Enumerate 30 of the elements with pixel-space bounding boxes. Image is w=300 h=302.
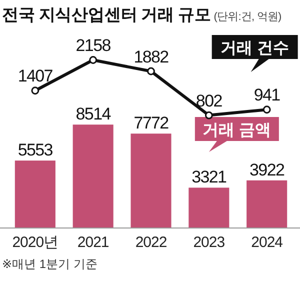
- x-tick-label: 2023: [193, 234, 225, 251]
- bar: [188, 188, 230, 228]
- text: 거래 건수: [220, 40, 290, 57]
- x-tick-label: 2021: [77, 234, 109, 251]
- point: [31, 86, 40, 95]
- data-label: 3922: [250, 160, 284, 180]
- bar: [246, 180, 288, 228]
- x-tick-label: 2022: [135, 234, 167, 251]
- bar: [72, 124, 114, 228]
- x-tick-label: 2020년: [12, 234, 58, 251]
- x-tick-label: 2024: [251, 234, 283, 251]
- point: [147, 67, 155, 76]
- chart-subtitle: (단위:건, 억원): [214, 11, 282, 23]
- point: [204, 111, 213, 120]
- point: [262, 106, 271, 114]
- data-label: 1407: [18, 66, 53, 86]
- point: [89, 56, 98, 64]
- data-label: 1882: [134, 47, 169, 66]
- data-label: 2158: [76, 36, 111, 55]
- data-label: 8514: [76, 104, 111, 124]
- text: ※매년 1분기 기준: [2, 257, 98, 271]
- data-label: 3321: [192, 168, 227, 187]
- bar: [130, 134, 172, 228]
- series-label: 거래 금액: [202, 122, 272, 139]
- data-label: 7772: [134, 114, 169, 133]
- bar: [14, 160, 56, 228]
- chart-title: 전국 지식산업센터 거래 규모: [2, 6, 211, 24]
- data-label: 802: [196, 91, 222, 110]
- data-label: 941: [254, 86, 280, 105]
- data-label: 5553: [18, 140, 53, 160]
